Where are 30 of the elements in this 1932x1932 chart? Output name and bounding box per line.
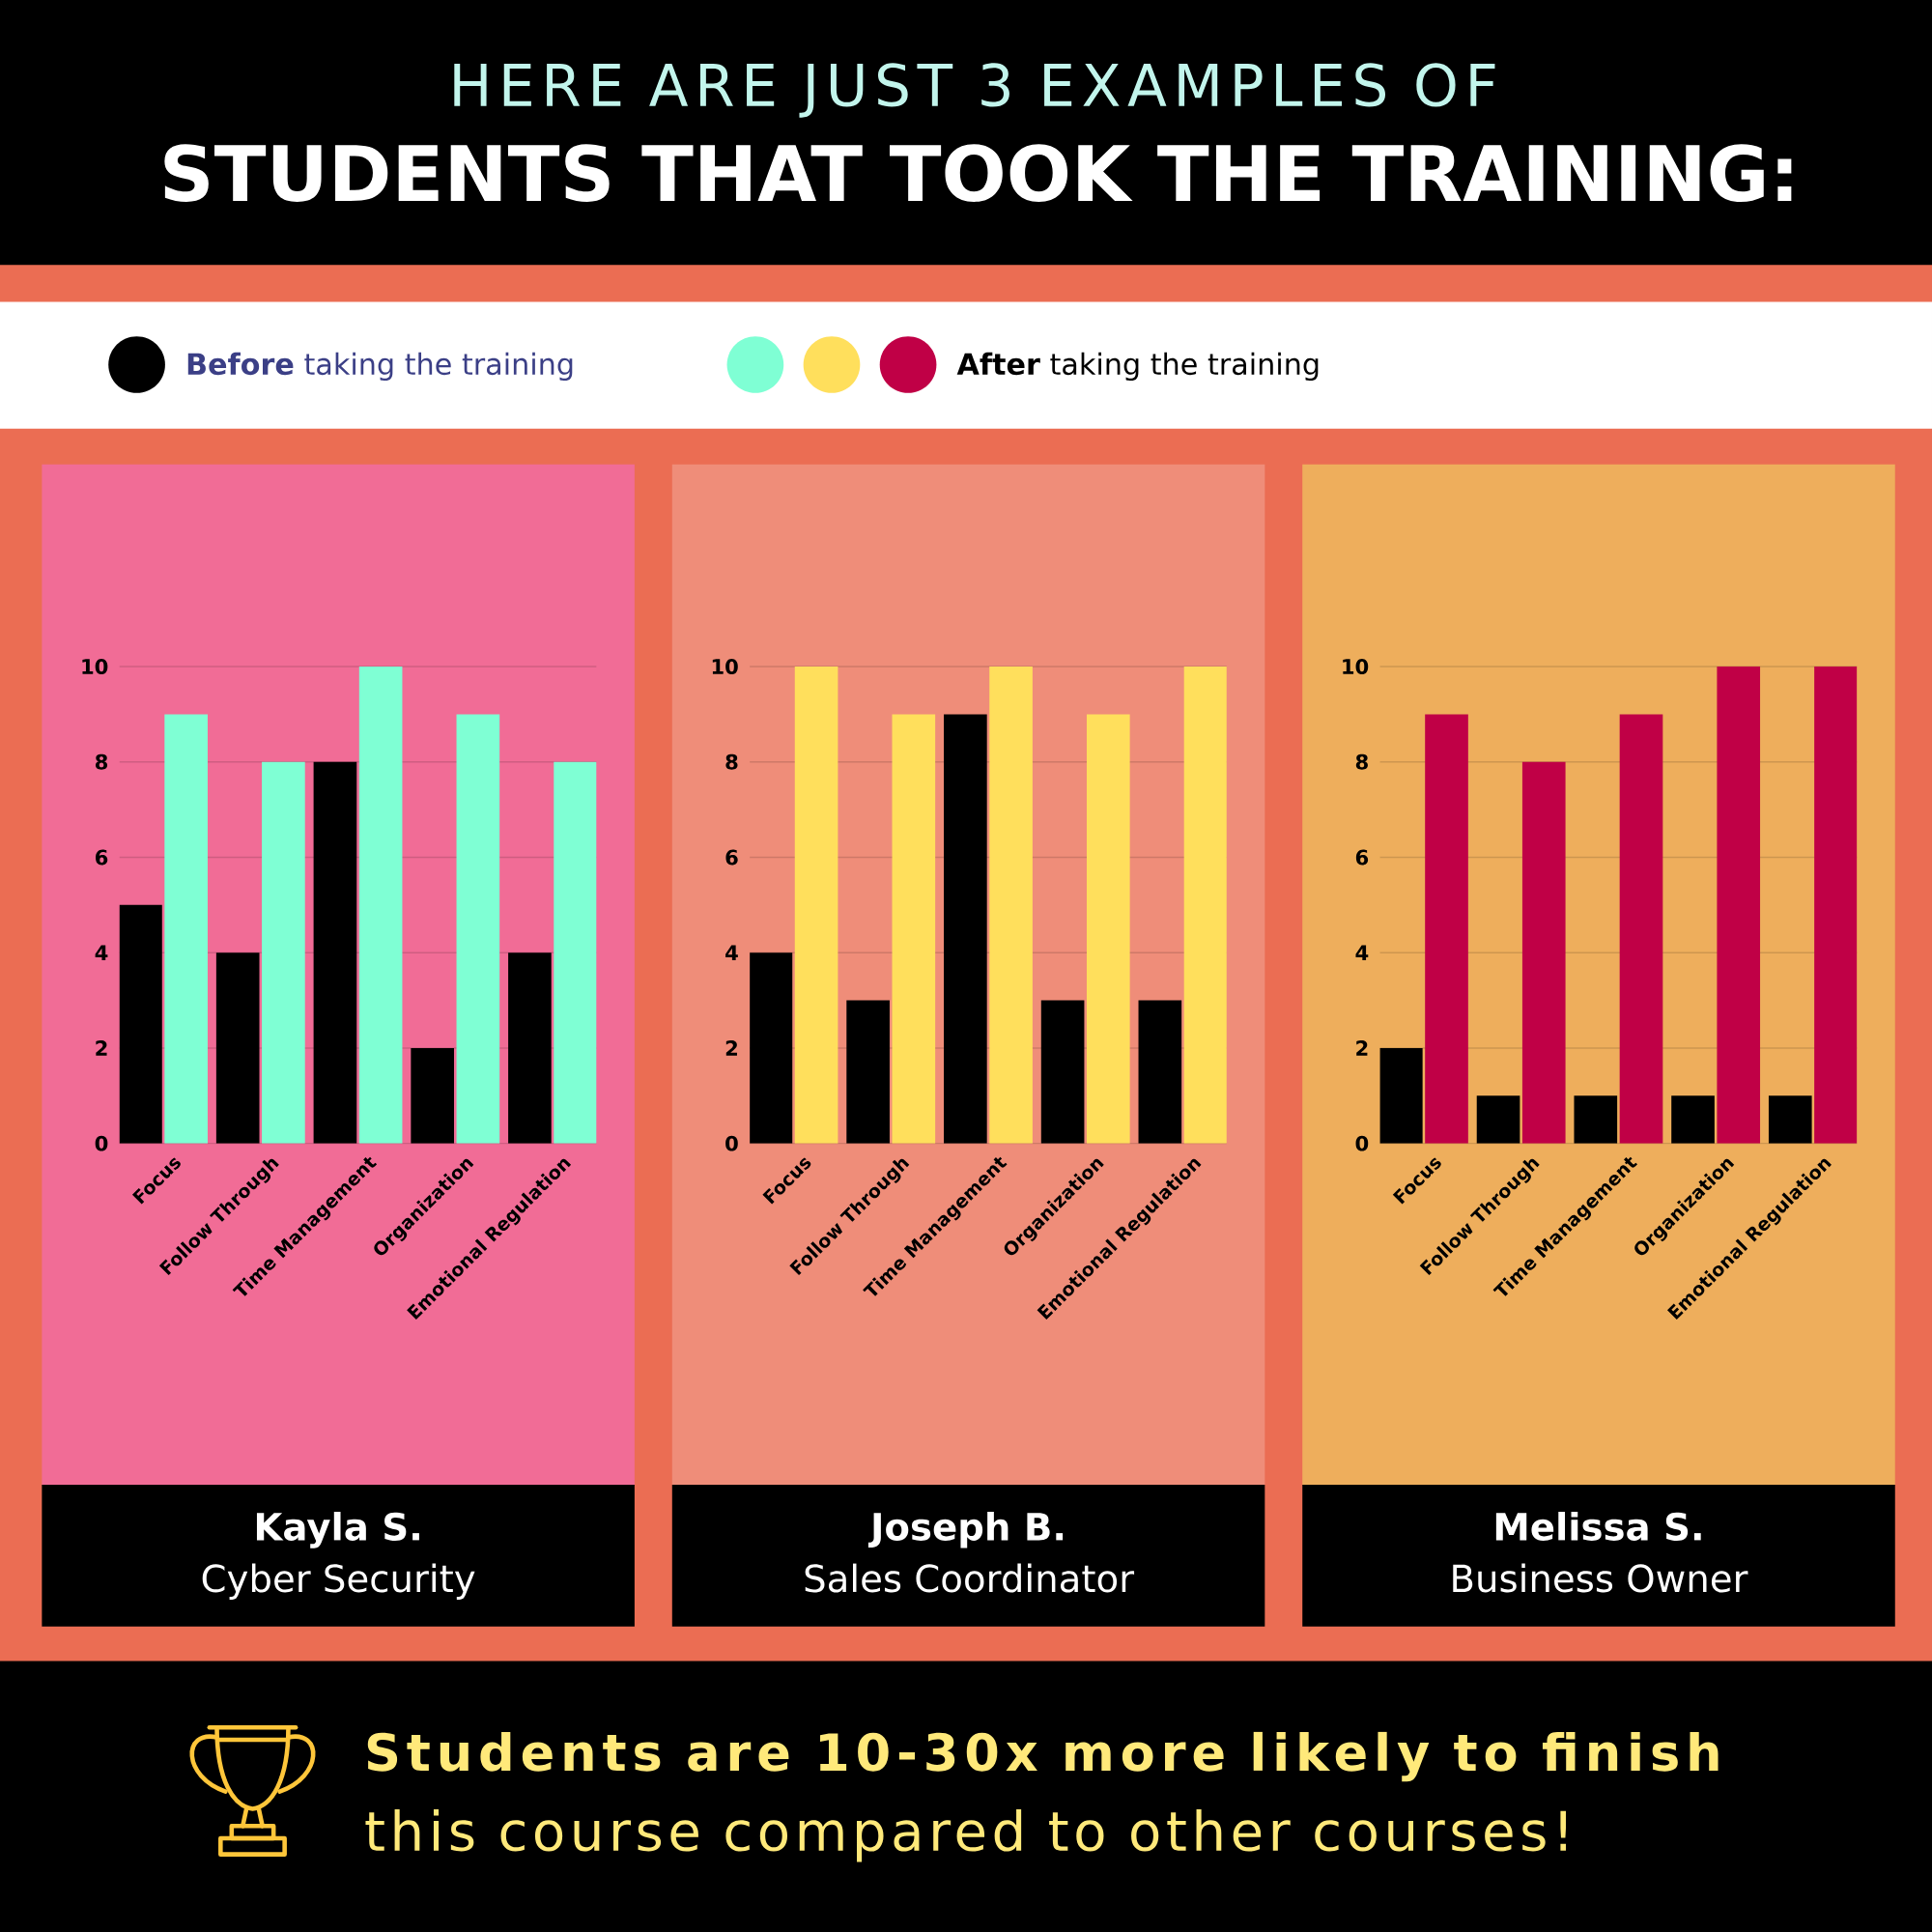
y-tick-label: 4 [95, 945, 108, 960]
text: this course compared to other courses! [365, 1809, 1566, 1862]
y-tick-label: 10 [82, 659, 108, 674]
text: Cyber Security [202, 1563, 475, 1600]
y-tick-label: 6 [725, 849, 738, 866]
y-tick-label: 8 [95, 753, 108, 770]
text: Sales Coordinator [805, 1563, 1135, 1593]
y-tick-label: 0 [95, 1135, 108, 1151]
legend-label: After taking the training [956, 352, 1319, 382]
y-tick-label: 2 [725, 1040, 737, 1056]
y-tick-label: 4 [725, 945, 738, 960]
y-tick-label: 2 [1356, 1040, 1368, 1056]
text: Kayla S. [256, 1512, 419, 1548]
text: HERE ARE JUST 3 EXAMPLES OF [454, 63, 1495, 118]
y-tick-label: 2 [96, 1040, 107, 1056]
y-tick-label: 6 [96, 849, 108, 866]
y-tick-label: 8 [725, 753, 738, 770]
text: Melissa S. [1495, 1512, 1701, 1541]
text: STUDENTS THAT TOOK THE TRAINING: [164, 144, 1792, 202]
y-tick-label: 10 [1343, 659, 1369, 674]
text: Business Owner [1453, 1563, 1748, 1593]
y-tick-label: 0 [1355, 1135, 1369, 1151]
legend-label: Before taking the training [187, 352, 573, 382]
y-tick-label: 10 [712, 659, 738, 674]
text: Joseph B. [867, 1512, 1064, 1548]
y-tick-label: 8 [1355, 753, 1368, 770]
y-tick-label: 0 [725, 1135, 738, 1151]
y-tick-label: 6 [1355, 849, 1369, 866]
text: Students are 10-30x more likely to finish [367, 1731, 1719, 1782]
y-tick-label: 4 [1355, 945, 1369, 960]
